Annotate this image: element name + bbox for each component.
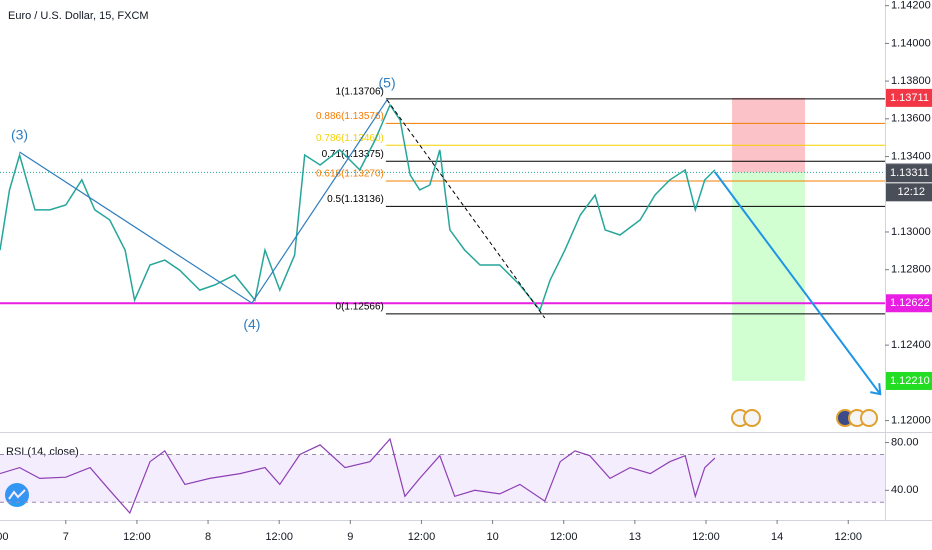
x-tick-label: 13 (629, 531, 641, 543)
price-line (0, 103, 716, 312)
wave-label: (4) (243, 316, 260, 332)
y-tick-label: 1.13000 (891, 226, 931, 238)
fib-label: 1(1.13706) (336, 86, 384, 97)
price-label: 1.12622 (890, 297, 930, 309)
rsi-tick-label: 40.00 (891, 484, 919, 496)
price-label-box (886, 88, 932, 107)
logo (5, 483, 29, 507)
x-tick-label: 9 (347, 531, 353, 543)
fib-label: 0.786(1.13460) (316, 133, 384, 144)
countdown-box (886, 183, 932, 202)
price-label-box (886, 164, 932, 183)
y-tick-label: 1.12400 (891, 339, 931, 351)
fib-label: 0(1.12566) (336, 301, 384, 312)
x-tick-label: 12:00 (123, 531, 151, 543)
y-tick-label: 1.14200 (891, 0, 931, 12)
event-icon[interactable] (860, 409, 878, 427)
retrace-line (386, 99, 546, 319)
wave-label: (5) (379, 75, 396, 91)
rsi-line (0, 437, 716, 515)
wave-line (19, 99, 388, 304)
wave-label: (3) (11, 127, 28, 143)
y-tick-label: 1.13600 (891, 113, 931, 125)
fib-label: 0.618(1.13270) (316, 169, 384, 180)
x-tick-label: 8 (205, 531, 211, 543)
x-tick-label: 12:00 (265, 531, 293, 543)
countdown: 12:12 (897, 186, 925, 198)
event-icons (731, 409, 878, 427)
event-icon[interactable] (743, 409, 761, 427)
rsi-tick-label: 80.00 (891, 436, 919, 448)
x-tick-label: 12:00 (834, 531, 862, 543)
y-tick-label: 1.13800 (891, 75, 931, 87)
y-tick-label: 1.14000 (891, 37, 931, 49)
logo-glyph (8, 489, 26, 500)
fib-label: 0.71(1.13375) (322, 149, 384, 160)
price-label-box (886, 371, 932, 390)
stop-zone (732, 97, 805, 173)
y-tick-label: 1.13400 (891, 150, 931, 162)
price-label: 1.13711 (890, 92, 929, 104)
fib-label: 0.5(1.13136) (327, 194, 384, 205)
projection-arrow (714, 171, 882, 396)
x-tick-label: 12:00 (408, 531, 436, 543)
y-tick-label: 1.12800 (891, 264, 931, 276)
fib-label: 0.886(1.13576) (316, 111, 384, 122)
x-tick-label: 7 (63, 531, 69, 543)
x-tick-label: 10 (486, 531, 498, 543)
y-tick-label: 1.12000 (891, 414, 931, 426)
price-label: 1.12210 (890, 375, 930, 387)
x-tick-label: 12:00 (550, 531, 578, 543)
chart-title: Euro / U.S. Dollar, 15, FXCM (8, 10, 149, 22)
x-tick-label: 12:00 (0, 531, 8, 543)
x-tick-label: 12:00 (692, 531, 720, 543)
price-label-box (886, 294, 932, 313)
price-label: 1.13311 (890, 167, 929, 179)
x-tick-label: 14 (771, 531, 783, 543)
